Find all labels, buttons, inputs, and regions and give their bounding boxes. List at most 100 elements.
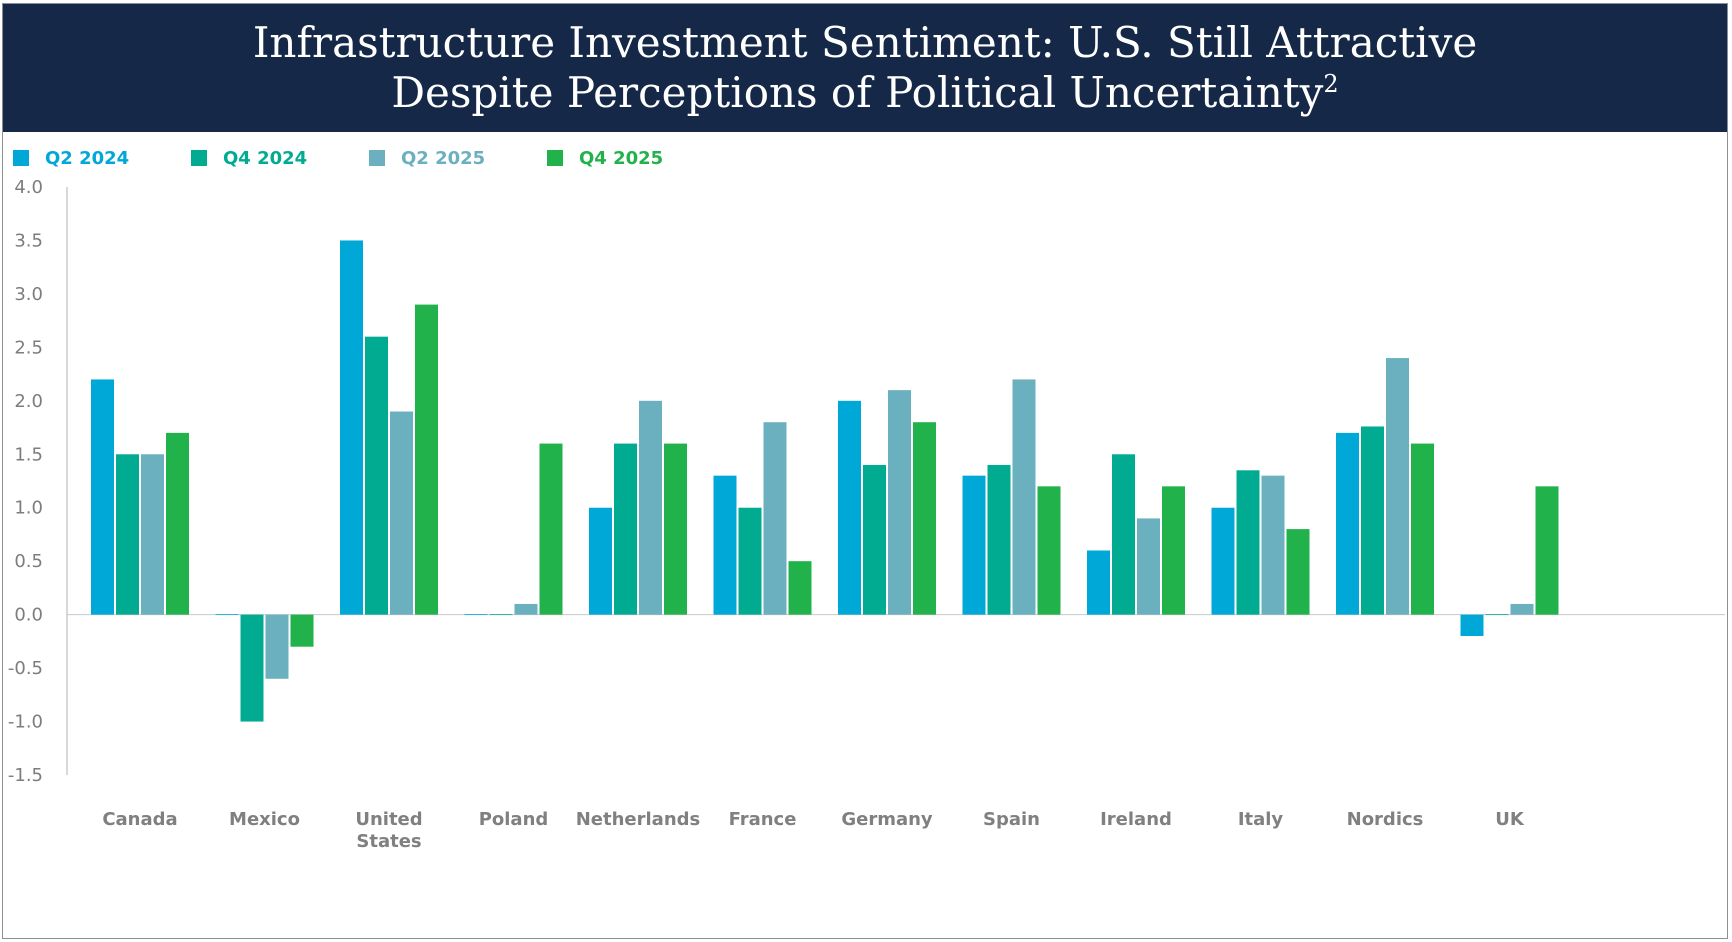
- x-category-label: Nordics: [1347, 809, 1424, 830]
- bar-spain-q4-2025: [1037, 486, 1061, 615]
- bar-mexico-q2-2025: [265, 614, 289, 679]
- bar-germany-q4-2024: [863, 464, 886, 615]
- legend-item: Q4 2025: [547, 148, 725, 169]
- x-category-label: UK: [1495, 809, 1525, 830]
- legend-swatch: [13, 150, 29, 166]
- chart-frame: Infrastructure Investment Sentiment: U.S…: [2, 3, 1728, 939]
- title-banner: Infrastructure Investment Sentiment: U.S…: [3, 4, 1727, 132]
- chart-legend: Q2 2024 Q4 2024 Q2 2025 Q4 2025: [13, 146, 725, 170]
- bar-italy-q4-2025: [1286, 529, 1310, 615]
- bar-canada-q2-2024: [91, 379, 114, 615]
- bar-uk-q2-2024: [1460, 614, 1484, 637]
- bar-netherlands-q4-2024: [614, 443, 637, 615]
- bar-united-states-q2-2024: [340, 240, 363, 615]
- y-tick-label: 4.0: [14, 177, 43, 198]
- x-category-label-line: France: [729, 809, 797, 830]
- y-tick-label: 3.0: [14, 284, 43, 305]
- x-category-label-line: Italy: [1238, 809, 1284, 830]
- x-category-label-line: Canada: [102, 809, 177, 830]
- bar-ireland-q2-2024: [1087, 550, 1110, 615]
- legend-label: Q2 2025: [401, 147, 486, 169]
- bar-spain-q2-2024: [962, 475, 986, 615]
- bar-mexico-q2-2024: [215, 614, 239, 616]
- x-category-label-line: States: [356, 831, 421, 852]
- bar-italy-q2-2025: [1261, 475, 1285, 615]
- legend-swatch: [547, 150, 563, 166]
- x-category-label: Spain: [983, 809, 1040, 830]
- y-tick-label: 2.5: [14, 337, 43, 358]
- y-tick-label: -1.0: [8, 712, 43, 733]
- bar-canada-q2-2025: [141, 454, 164, 615]
- x-category-label-line: United: [355, 809, 422, 830]
- x-category-label-line: UK: [1495, 809, 1525, 830]
- bar-germany-q4-2025: [913, 422, 936, 615]
- bar-poland-q4-2024: [489, 614, 513, 616]
- y-tick-label: 3.5: [14, 230, 43, 251]
- bar-germany-q2-2024: [838, 400, 861, 615]
- y-tick-label: 0.0: [14, 605, 43, 626]
- legend-label: Q4 2025: [579, 147, 664, 169]
- chart-title-text: Despite Perceptions of Political Uncerta…: [391, 68, 1324, 117]
- bar-ireland-q2-2025: [1137, 518, 1160, 615]
- bar-united-states-q4-2024: [365, 336, 388, 615]
- bar-germany-q2-2025: [888, 390, 911, 615]
- x-category-label: Netherlands: [576, 809, 701, 830]
- bar-poland-q4-2025: [539, 443, 563, 615]
- y-tick-label: -0.5: [8, 658, 43, 679]
- bar-nordics-q4-2024: [1361, 426, 1384, 615]
- y-tick-label: 2.0: [14, 391, 43, 412]
- legend-swatch: [191, 150, 207, 166]
- bar-italy-q2-2024: [1211, 507, 1235, 615]
- bar-canada-q4-2025: [166, 432, 189, 615]
- x-category-label: Germany: [841, 809, 933, 830]
- bar-france-q2-2024: [713, 475, 737, 615]
- bar-italy-q4-2024: [1236, 470, 1260, 615]
- x-category-label-line: Mexico: [229, 809, 300, 830]
- x-category-label: Italy: [1238, 809, 1284, 830]
- footnote-marker: 2: [1323, 70, 1339, 98]
- bar-uk-q4-2024: [1485, 614, 1509, 616]
- y-tick-label: -1.5: [8, 765, 43, 786]
- bar-netherlands-q4-2025: [664, 443, 687, 615]
- bar-united-states-q4-2025: [415, 304, 438, 615]
- bar-nordics-q2-2025: [1386, 358, 1409, 615]
- x-category-label: Ireland: [1100, 809, 1172, 830]
- legend-item: Q2 2024: [13, 148, 191, 169]
- legend-item: Q2 2025: [369, 148, 547, 169]
- x-category-label-line: Ireland: [1100, 809, 1172, 830]
- bar-uk-q2-2025: [1510, 603, 1534, 615]
- bar-spain-q2-2025: [1012, 379, 1036, 615]
- x-category-label-line: Netherlands: [576, 809, 701, 830]
- bar-nordics-q2-2024: [1336, 432, 1359, 615]
- bar-ireland-q4-2024: [1112, 454, 1135, 615]
- bar-canada-q4-2024: [116, 454, 139, 615]
- bar-netherlands-q2-2025: [639, 400, 662, 615]
- x-category-label: Canada: [102, 809, 177, 830]
- x-category-label-line: Nordics: [1347, 809, 1424, 830]
- bar-poland-q2-2024: [464, 614, 488, 616]
- legend-label: Q4 2024: [223, 147, 308, 169]
- x-category-label: United States: [355, 809, 422, 852]
- y-tick-label: 1.0: [14, 498, 43, 519]
- bar-mexico-q4-2025: [290, 614, 314, 647]
- bar-france-q4-2025: [788, 561, 812, 615]
- legend-label: Q2 2024: [45, 147, 130, 169]
- bar-uk-q4-2025: [1535, 486, 1559, 615]
- bar-ireland-q4-2025: [1162, 486, 1185, 615]
- y-tick-label: 1.5: [14, 444, 43, 465]
- legend-swatch: [369, 150, 385, 166]
- x-category-label-line: Spain: [983, 809, 1040, 830]
- x-category-label: France: [729, 809, 797, 830]
- chart-title-line-2: Despite Perceptions of Political Uncerta…: [391, 68, 1338, 118]
- bar-netherlands-q2-2024: [589, 507, 612, 615]
- x-category-label: Mexico: [229, 809, 300, 830]
- legend-item: Q4 2024: [191, 148, 369, 169]
- x-category-label-line: Poland: [479, 809, 549, 830]
- bar-united-states-q2-2025: [390, 411, 413, 615]
- bar-chart: 4.0 3.5 3.0 2.5 2.0 1.5 1.0 0.5 0.0 -0.5 -1.0 -1.5 C…: [8, 177, 1725, 852]
- bar-france-q4-2024: [738, 507, 762, 615]
- bar-mexico-q4-2024: [240, 614, 264, 722]
- x-category-label: Poland: [479, 809, 549, 830]
- bar-nordics-q4-2025: [1411, 443, 1434, 615]
- chart-title-line-1: Infrastructure Investment Sentiment: U.S…: [252, 18, 1478, 67]
